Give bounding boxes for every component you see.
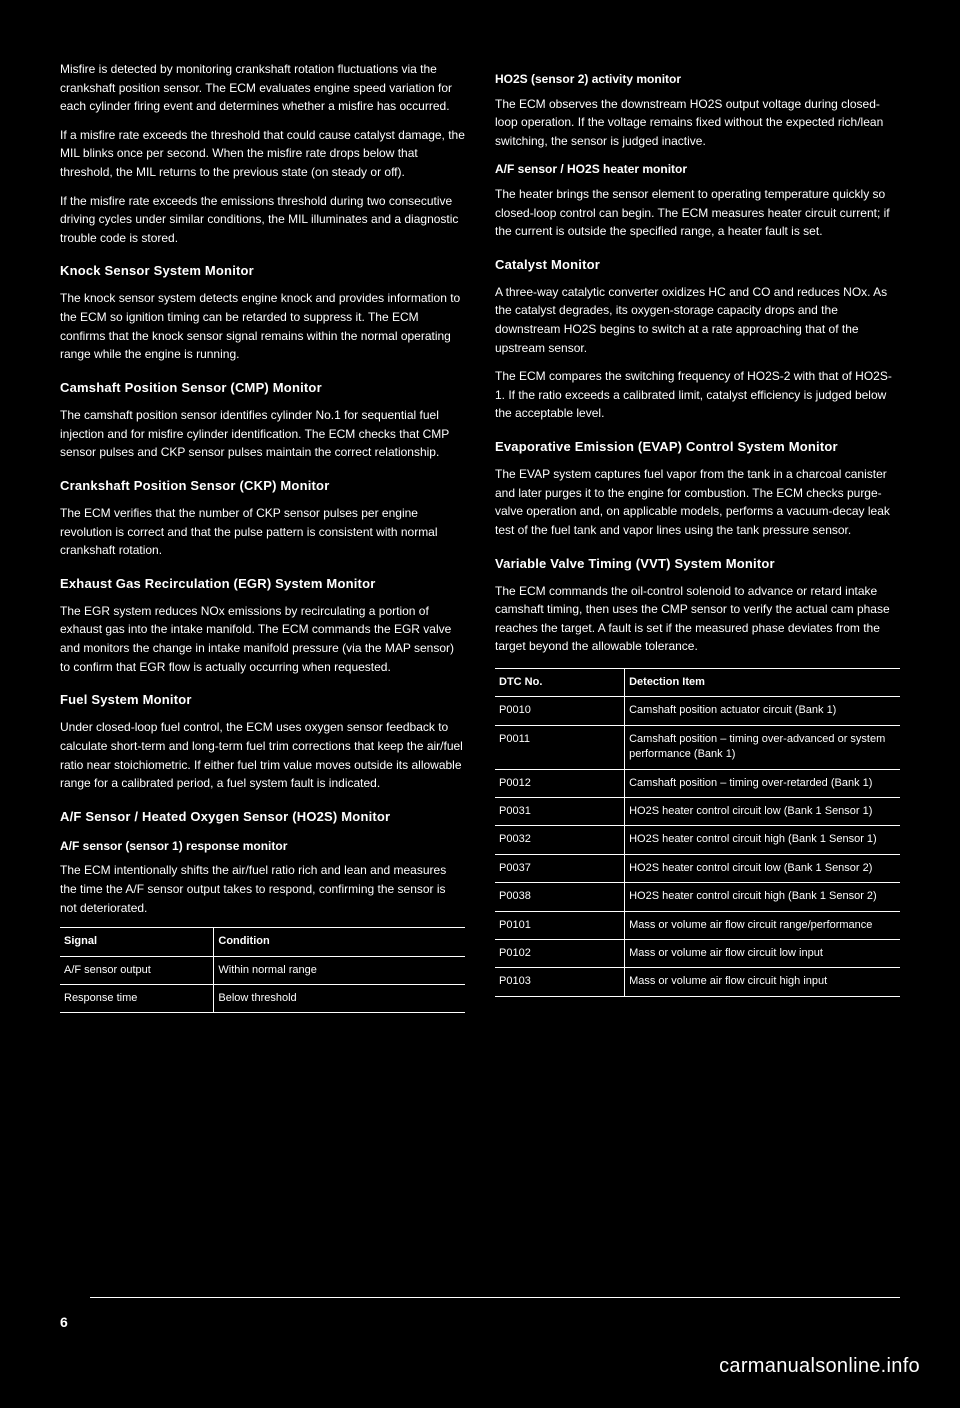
- table-cell: A/F sensor output: [60, 956, 214, 984]
- section-heading: A/F Sensor / Heated Oxygen Sensor (HO2S)…: [60, 807, 465, 827]
- table-cell: P0038: [495, 883, 625, 911]
- subsection-heading: A/F sensor / HO2S heater monitor: [495, 160, 900, 179]
- table-cell: P0102: [495, 939, 625, 967]
- table-cell: P0032: [495, 826, 625, 854]
- watermark: carmanualsonline.info: [719, 1355, 920, 1378]
- table-cell: Within normal range: [214, 956, 465, 984]
- table-row: P0038HO2S heater control circuit high (B…: [495, 883, 900, 911]
- page-number: 6: [60, 1314, 68, 1330]
- table-cell: Mass or volume air flow circuit high inp…: [625, 968, 900, 996]
- table-cell: HO2S heater control circuit low (Bank 1 …: [625, 854, 900, 882]
- table-cell: Camshaft position – timing over-advanced…: [625, 725, 900, 769]
- paragraph: If a misfire rate exceeds the threshold …: [60, 126, 465, 182]
- paragraph: The camshaft position sensor identifies …: [60, 406, 465, 462]
- paragraph: The heater brings the sensor element to …: [495, 185, 900, 241]
- table-cell: P0031: [495, 798, 625, 826]
- table-cell: Response time: [60, 985, 214, 1013]
- right-column: HO2S (sensor 2) activity monitor The ECM…: [495, 60, 900, 1230]
- table-row: P0103Mass or volume air flow circuit hig…: [495, 968, 900, 996]
- two-column-layout: Misfire is detected by monitoring cranks…: [60, 60, 900, 1230]
- table-cell: Below threshold: [214, 985, 465, 1013]
- subsection-heading: HO2S (sensor 2) activity monitor: [495, 70, 900, 89]
- table-row: P0037HO2S heater control circuit low (Ba…: [495, 854, 900, 882]
- paragraph: The EVAP system captures fuel vapor from…: [495, 465, 900, 539]
- table-cell: HO2S heater control circuit high (Bank 1…: [625, 826, 900, 854]
- table-header-cell: Detection Item: [625, 669, 900, 697]
- table-cell: P0101: [495, 911, 625, 939]
- section-heading: Evaporative Emission (EVAP) Control Syst…: [495, 437, 900, 457]
- table-row: P0012Camshaft position – timing over-ret…: [495, 769, 900, 797]
- section-heading: Catalyst Monitor: [495, 255, 900, 275]
- paragraph: The knock sensor system detects engine k…: [60, 289, 465, 363]
- small-data-table: Signal Condition A/F sensor output Withi…: [60, 927, 465, 1013]
- table-row: Signal Condition: [60, 928, 465, 956]
- table-header-cell: DTC No.: [495, 669, 625, 697]
- table-row: Response time Below threshold: [60, 985, 465, 1013]
- small-table: Signal Condition A/F sensor output Withi…: [60, 927, 465, 1013]
- paragraph: Under closed-loop fuel control, the ECM …: [60, 718, 465, 792]
- table-row: A/F sensor output Within normal range: [60, 956, 465, 984]
- table-row: P0011Camshaft position – timing over-adv…: [495, 725, 900, 769]
- table-header-cell: Signal: [60, 928, 214, 956]
- subsection-heading: A/F sensor (sensor 1) response monitor: [60, 837, 465, 856]
- section-heading: Exhaust Gas Recirculation (EGR) System M…: [60, 574, 465, 594]
- table-row: P0032HO2S heater control circuit high (B…: [495, 826, 900, 854]
- table-cell: Mass or volume air flow circuit range/pe…: [625, 911, 900, 939]
- table-row: DTC No. Detection Item: [495, 669, 900, 697]
- paragraph: The ECM intentionally shifts the air/fue…: [60, 861, 465, 917]
- dtc-data-table: DTC No. Detection Item P0010Camshaft pos…: [495, 668, 900, 997]
- dtc-table: DTC No. Detection Item P0010Camshaft pos…: [495, 668, 900, 997]
- section-heading: Crankshaft Position Sensor (CKP) Monitor: [60, 476, 465, 496]
- paragraph: The ECM verifies that the number of CKP …: [60, 504, 465, 560]
- table-header-cell: Condition: [214, 928, 465, 956]
- section-heading: Knock Sensor System Monitor: [60, 261, 465, 281]
- table-cell: HO2S heater control circuit low (Bank 1 …: [625, 798, 900, 826]
- table-cell: P0012: [495, 769, 625, 797]
- section-heading: Camshaft Position Sensor (CMP) Monitor: [60, 378, 465, 398]
- table-cell: P0011: [495, 725, 625, 769]
- table-cell: Mass or volume air flow circuit low inpu…: [625, 939, 900, 967]
- table-cell: Camshaft position – timing over-retarded…: [625, 769, 900, 797]
- paragraph: Misfire is detected by monitoring cranks…: [60, 60, 465, 116]
- manual-page: Misfire is detected by monitoring cranks…: [0, 0, 960, 1408]
- table-row: P0010Camshaft position actuator circuit …: [495, 697, 900, 725]
- table-row: P0031HO2S heater control circuit low (Ba…: [495, 798, 900, 826]
- footer-rule: [90, 1297, 900, 1298]
- paragraph: The ECM compares the switching frequency…: [495, 367, 900, 423]
- table-cell: P0103: [495, 968, 625, 996]
- section-heading: Variable Valve Timing (VVT) System Monit…: [495, 554, 900, 574]
- table-row: P0101Mass or volume air flow circuit ran…: [495, 911, 900, 939]
- paragraph: The ECM commands the oil-control solenoi…: [495, 582, 900, 656]
- paragraph: A three-way catalytic converter oxidizes…: [495, 283, 900, 357]
- paragraph: If the misfire rate exceeds the emission…: [60, 192, 465, 248]
- table-cell: Camshaft position actuator circuit (Bank…: [625, 697, 900, 725]
- section-heading: Fuel System Monitor: [60, 690, 465, 710]
- table-cell: P0010: [495, 697, 625, 725]
- paragraph: The ECM observes the downstream HO2S out…: [495, 95, 900, 151]
- table-cell: HO2S heater control circuit high (Bank 1…: [625, 883, 900, 911]
- left-column: Misfire is detected by monitoring cranks…: [60, 60, 465, 1230]
- paragraph: The EGR system reduces NOx emissions by …: [60, 602, 465, 676]
- table-cell: P0037: [495, 854, 625, 882]
- table-row: P0102Mass or volume air flow circuit low…: [495, 939, 900, 967]
